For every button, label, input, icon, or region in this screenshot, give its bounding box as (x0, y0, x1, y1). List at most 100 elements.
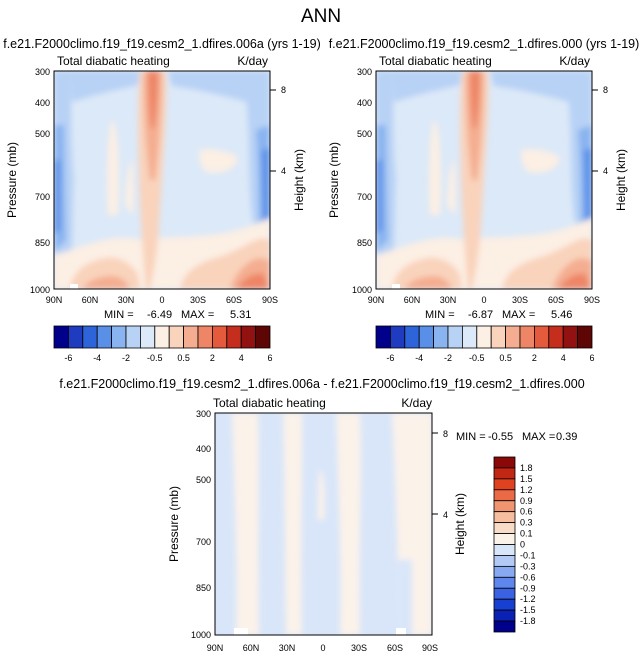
colorbar-swatch (493, 555, 516, 567)
panel-b-title: f.e21.F2000climo.f19_f19.cesm2_1.dfires.… (329, 37, 640, 51)
y-tick-label: 500 (35, 129, 50, 139)
colorbar-swatch (548, 325, 564, 349)
colorbar-tick-label: 0.1 (520, 529, 533, 539)
colorbar-tick-label: 0.5 (499, 353, 512, 363)
colorbar-swatch (493, 609, 516, 622)
colorbar-swatch (433, 325, 449, 349)
x-tick-label: 30S (190, 295, 206, 305)
colorbar-swatch (493, 489, 516, 502)
panel-a-title: f.e21.F2000climo.f19_f19.cesm2_1.dfires.… (3, 37, 321, 51)
colorbar-tick-label: -1.5 (520, 605, 536, 615)
colorbar-tick-label: -6 (64, 353, 72, 363)
x-tick-label: 60N (243, 643, 260, 653)
y-tick-label: 700 (196, 537, 211, 547)
colorbar-swatch (447, 325, 463, 349)
y-tick-label: 400 (196, 444, 211, 454)
y-tick-label: 400 (357, 98, 372, 108)
colorbar-tick-label: 6 (267, 353, 272, 363)
min-label: MIN = (425, 309, 455, 321)
colorbar-swatch (183, 325, 199, 349)
colorbar-swatch (68, 325, 84, 349)
panel-c-x-ticks: 90N 60N 30N 0 30S 60S 90S (207, 643, 438, 653)
panel-c-units-label: K/day (401, 396, 432, 410)
y-tick-label: 850 (35, 238, 50, 248)
colorbar-tick-label: 1.8 (520, 463, 533, 473)
colorbar-swatch (493, 544, 516, 556)
colorbar-swatch (519, 325, 535, 349)
y-tick-label: 300 (196, 409, 211, 419)
colorbar-tick-label: 2 (532, 353, 537, 363)
y-tick-label: 850 (196, 583, 211, 593)
x-tick-label: 60N (404, 295, 421, 305)
height-tick-label: 4 (603, 166, 608, 176)
x-tick-label: 60N (82, 295, 99, 305)
colorbar-tick-label: 1.5 (520, 474, 533, 484)
panel-b-x-ticks: 90N 60N 30N 0 30S 60S 90S (368, 295, 600, 305)
panel-a-right-ticks: 8 4 (270, 85, 286, 176)
colorbar-tick-label: 2 (210, 353, 215, 363)
x-tick-label: 90S (262, 295, 278, 305)
y-tick-label: 850 (357, 238, 372, 248)
colorbar-swatch (197, 325, 213, 349)
y-tick-label: 1000 (191, 630, 211, 640)
colorbar-swatch (111, 325, 127, 349)
colorbar-tick-label: -0.1 (520, 550, 536, 560)
max-label: MAX = (522, 431, 555, 443)
min-label: MIN = (104, 309, 134, 321)
colorbar-swatch (389, 325, 406, 349)
colorbar-tick-label: 0.9 (520, 496, 533, 506)
max-value: 5.31 (230, 309, 251, 321)
y-tick-label: 1000 (352, 285, 372, 295)
x-tick-label: 90N (207, 643, 224, 653)
colorbar-tick-label: -2 (444, 353, 452, 363)
min-value: -6.87 (468, 309, 493, 321)
colorbar-tick-label: -1.8 (520, 616, 536, 626)
x-tick-label: 30S (351, 643, 367, 653)
colorbar-tick-label: 0.6 (520, 507, 533, 517)
height-tick-label: 4 (443, 510, 448, 520)
colorbar-swatch (493, 620, 516, 633)
panel-a-left-label: Total diabatic heating (57, 54, 170, 68)
height-tick-label: 8 (603, 85, 608, 95)
colorbar-swatch (493, 587, 516, 600)
panel-a-frame (53, 70, 271, 290)
max-label: MAX = (502, 309, 535, 321)
colorbar-tick-label: 0 (520, 540, 525, 550)
colorbar-swatch (562, 325, 579, 349)
y-tick-label: 700 (35, 192, 50, 202)
colorbar-swatch (577, 325, 593, 349)
max-value: 0.39 (556, 431, 577, 443)
colorbar-tick-label: -2 (122, 353, 130, 363)
colorbar-swatch (493, 456, 516, 469)
colorbar-swatch (493, 533, 516, 545)
panel-b: f.e21.F2000climo.f19_f19.cesm2_1.dfires.… (327, 37, 639, 363)
y-tick-label: 300 (35, 67, 50, 77)
max-label: MAX = (181, 309, 214, 321)
panel-c-y-axis-label: Pressure (mb) (167, 486, 181, 562)
x-tick-label: 60S (226, 295, 242, 305)
colorbar-tick-label: -6 (386, 353, 394, 363)
y-tick-label: 700 (357, 192, 372, 202)
colorbar-swatch (490, 325, 507, 349)
colorbar-swatch (505, 325, 521, 349)
colorbar-tick-label: -0.3 (520, 561, 536, 571)
panel-b-stats: MIN = -6.87 MAX = 5.46 (425, 309, 572, 321)
min-value: -0.55 (488, 431, 513, 443)
x-tick-label: 90S (584, 295, 600, 305)
colorbar-swatch (493, 511, 516, 524)
colorbar-swatch (139, 325, 156, 349)
colorbar-swatch (493, 565, 516, 578)
colorbar-swatch (476, 325, 492, 349)
panel-c-frame (214, 412, 433, 636)
colorbar-tick-label: -0.9 (520, 583, 536, 593)
y-tick-label: 500 (196, 475, 211, 485)
height-tick-label: 4 (281, 166, 286, 176)
colorbar-swatch (493, 522, 516, 534)
max-value: 5.46 (551, 309, 572, 321)
colorbar-tick-label: -0.6 (520, 572, 536, 582)
colorbar-swatch (493, 467, 516, 480)
colorbar-tick-label: -4 (93, 353, 101, 363)
panel-a-units-label: K/day (237, 54, 268, 68)
panel-b-y-ticks: 300 400 500 700 850 1000 (352, 67, 372, 295)
